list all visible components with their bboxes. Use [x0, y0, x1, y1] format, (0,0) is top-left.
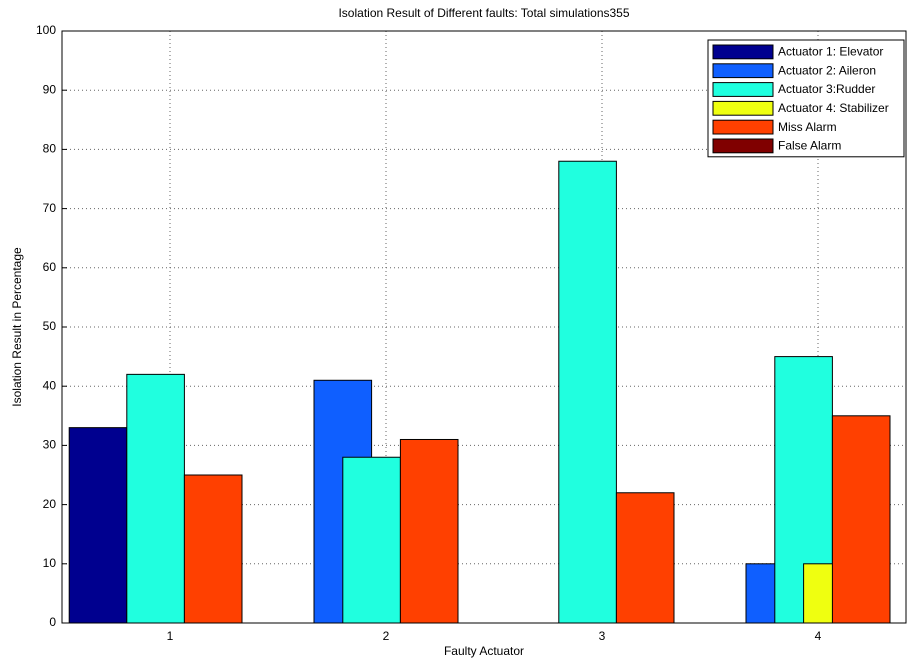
legend-swatch — [712, 138, 774, 154]
x-tick-label: 2 — [383, 629, 390, 643]
chart-title: Isolation Result of Different faults: To… — [338, 6, 629, 20]
y-tick-label: 30 — [43, 438, 57, 452]
y-tick-label: 60 — [43, 260, 57, 274]
bars — [68, 160, 891, 623]
y-axis-label: Isolation Result in Percentage — [10, 247, 24, 407]
bar — [342, 456, 401, 623]
bar — [558, 160, 617, 623]
y-tick-label: 70 — [43, 201, 57, 215]
x-tick-label: 1 — [167, 629, 174, 643]
y-tick-label: 10 — [43, 556, 57, 570]
legend-label: Actuator 4: Stabilizer — [778, 101, 889, 115]
bar — [831, 415, 891, 623]
legend-label: Actuator 3:Rudder — [778, 82, 875, 96]
legend-swatch — [712, 100, 774, 116]
y-tick-label: 20 — [43, 497, 57, 511]
legend: Actuator 1: Elevator Actuator 2: Aileron A… — [707, 39, 905, 158]
legend-box — [707, 39, 905, 158]
y-tick-label: 0 — [49, 615, 56, 629]
x-tick-label: 3 — [599, 629, 606, 643]
y-tick-label: 90 — [43, 82, 57, 96]
bar — [615, 492, 675, 623]
bar — [68, 427, 128, 623]
axes-box — [61, 30, 907, 624]
bar — [183, 474, 243, 623]
x-tick-label: 4 — [815, 629, 822, 643]
legend-label: Miss Alarm — [778, 120, 837, 134]
x-axis-label: Faulty Actuator — [444, 644, 524, 658]
legend-swatch — [712, 82, 774, 97]
legend-swatch — [712, 63, 774, 79]
y-tick-label: 50 — [43, 319, 57, 333]
y-tick-label: 40 — [43, 378, 57, 392]
bar — [126, 373, 185, 623]
y-tick-label: 80 — [43, 142, 57, 156]
bar — [399, 438, 459, 623]
legend-swatch — [712, 119, 774, 135]
legend-label: Actuator 2: Aileron — [778, 63, 876, 77]
legend-label: Actuator 1: Elevator — [778, 45, 883, 59]
legend-swatch — [712, 44, 774, 60]
y-tick-label: 100 — [36, 23, 56, 37]
legend-label: False Alarm — [778, 139, 841, 153]
